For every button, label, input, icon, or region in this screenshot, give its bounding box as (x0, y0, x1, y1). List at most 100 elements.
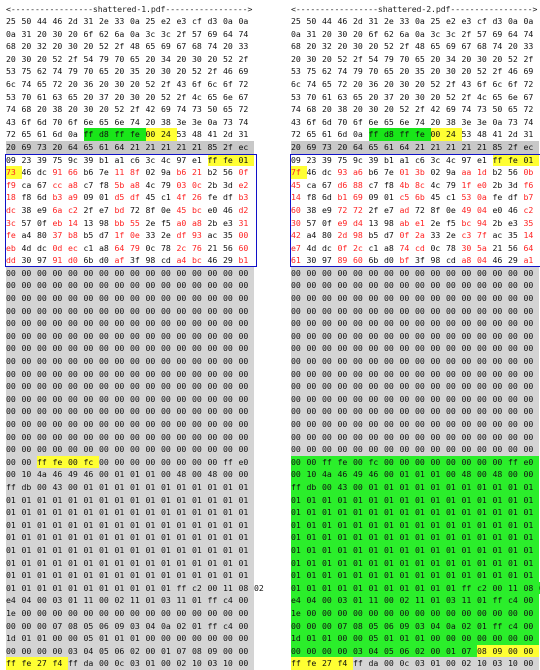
hex-byte: 00 (37, 393, 47, 404)
hex-byte: df (130, 192, 140, 203)
hex-byte: 74 (306, 78, 317, 89)
hex-byte: 21 (415, 141, 425, 152)
hex-byte: 00 (6, 444, 16, 455)
hex-byte: 00 (37, 343, 47, 354)
hex-byte: 01 (337, 569, 353, 582)
hex-byte: 30 (21, 255, 32, 266)
hex-byte: 00 (176, 633, 187, 644)
hex-byte: bc (461, 217, 472, 228)
hex-byte: 00 (508, 431, 518, 442)
hex-byte: 00 (384, 267, 394, 278)
hex-byte: 46 (306, 167, 317, 178)
hex-byte: 00 (461, 305, 472, 316)
hex-byte: 00 (99, 595, 109, 606)
hex-byte: 01 (306, 518, 322, 532)
hex-row: 01 01 01 01 01 01 01 01 01 01 01 01 01 01 01 01 (291, 493, 539, 507)
hex-byte: 06 (384, 619, 400, 633)
hex-byte: 30 (477, 53, 487, 64)
hex-byte: d5 (114, 192, 125, 203)
hex-byte: 20 (68, 78, 78, 89)
hex-row: 00 00 00 00 00 00 00 00 00 00 00 00 00 00 00 00 (6, 342, 254, 356)
hex-byte: 03 (130, 620, 140, 631)
hex-byte: 00 (6, 620, 16, 631)
hex-byte: 01 (207, 481, 218, 492)
hex-byte: 0b (523, 167, 534, 178)
hex-byte: 52 (384, 41, 394, 52)
hex-byte: 01 (21, 544, 32, 555)
hex-byte: 00 (223, 343, 233, 354)
hex-byte: 01 (523, 531, 539, 544)
hex-byte: 00 (508, 368, 518, 379)
hex-byte: 00 (322, 406, 332, 417)
hex-byte: ca (21, 179, 32, 190)
hex-byte: 45 (291, 179, 301, 190)
hex-byte: e0 (492, 204, 503, 215)
hex-byte: 01 (430, 581, 446, 595)
hex-byte: f8 (384, 179, 394, 190)
hex-byte: 02 (415, 644, 431, 658)
hex-byte: 00 (322, 393, 332, 404)
hex-byte: 00 (83, 318, 94, 329)
hex-byte: 00 (37, 293, 47, 304)
hex-byte: 01 (83, 582, 94, 593)
hex-byte: 56 (223, 242, 233, 253)
hex-byte: 00 (52, 267, 63, 278)
hex-byte: 11 (114, 167, 125, 178)
hex-byte: 20 (145, 53, 156, 64)
hex-byte: 00 (6, 356, 16, 367)
hex-byte: ff (207, 153, 223, 167)
hex-byte: 2a (415, 230, 425, 241)
hex-byte: 01 (384, 632, 400, 645)
hex-byte: 01 (192, 544, 202, 555)
hex-byte: 34 (446, 53, 456, 64)
hex-byte: 00 (176, 419, 187, 429)
hex-byte: 01 (207, 544, 218, 555)
hex-row: 00 00 00 00 00 00 00 00 00 00 00 00 00 00 00 00 (6, 405, 254, 418)
hex-byte: 38 (446, 116, 456, 127)
hex-byte: 01 (114, 507, 125, 518)
hex-byte: 79 (161, 179, 171, 190)
hex-byte: 68 (192, 41, 202, 52)
hex-byte: 00 (337, 368, 348, 379)
hex-byte: 01 (130, 570, 140, 581)
hex-byte: 01 (492, 569, 508, 582)
hex-byte: 31 (368, 16, 379, 26)
hex-byte: 00 (368, 267, 379, 278)
hex-byte: 00 (508, 393, 518, 404)
hex-byte: 0a (446, 619, 462, 633)
hex-byte: 98 (430, 255, 441, 266)
hex-byte: 00 (207, 330, 218, 341)
hex-byte: 2f (161, 78, 171, 89)
hex-byte: 3b (415, 167, 425, 178)
hex-byte: 00 (99, 381, 109, 392)
hex-byte: 00 (52, 444, 63, 455)
file-title: <-----------------shattered-1.pdf-------… (6, 4, 253, 14)
hex-byte: 00 (37, 620, 47, 631)
hex-byte: 01 (461, 493, 477, 507)
hex-byte: 01 (52, 519, 63, 530)
hex-byte: 00 (446, 330, 456, 341)
hex-byte: 00 (52, 633, 63, 644)
hex-byte: 03 (415, 619, 431, 633)
hex-byte: 20 (384, 78, 394, 89)
hex-byte: 00 (114, 267, 125, 278)
hex-byte: 43 (291, 116, 301, 127)
hex-byte: 00 (83, 280, 94, 291)
hex-byte: ff (291, 657, 307, 670)
hex-byte: 00 (384, 468, 400, 481)
hex-byte: 01 (415, 632, 431, 645)
hex-byte: 01 (161, 570, 171, 581)
hex-byte: 01 (384, 480, 400, 494)
hex-byte: 00 (446, 606, 462, 620)
hex-byte: 00 (291, 356, 301, 367)
hex-byte: 0a (477, 192, 487, 203)
hex-byte: 00 (446, 632, 462, 645)
hex-byte: 01 (21, 507, 32, 518)
hex-byte: 00 (161, 469, 171, 480)
hex-byte: 20 (492, 53, 503, 64)
hex-byte: 42 (145, 104, 156, 115)
hex-byte: 0d (52, 242, 63, 253)
hex-byte: 00 (52, 305, 63, 316)
hex-byte: f5 (161, 217, 171, 228)
hex-byte: 65 (21, 129, 32, 140)
